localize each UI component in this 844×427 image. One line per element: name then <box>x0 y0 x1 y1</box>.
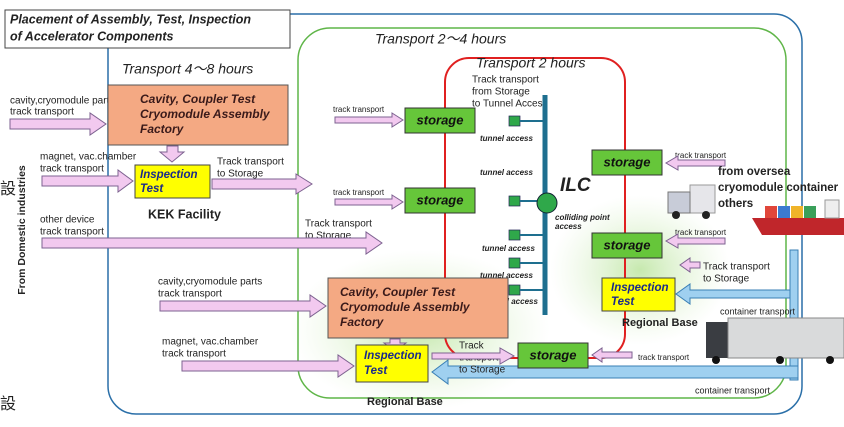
label: track transport <box>158 289 222 300</box>
label: Track transport <box>217 157 284 168</box>
arrow <box>335 113 403 127</box>
storage-label: storage <box>417 112 464 127</box>
arrow <box>592 348 632 362</box>
region-label: Transport 4〜8 hours <box>122 61 253 77</box>
storage-label: storage <box>417 192 464 207</box>
label: track transport <box>40 227 104 238</box>
label: to Storage <box>703 274 750 285</box>
diagram: Placement of Assembly, Test, Inspection … <box>0 0 844 427</box>
label: Track <box>459 341 485 352</box>
storage-label: storage <box>604 237 651 252</box>
label: magnet, vac.chamber <box>162 337 259 348</box>
label: container transport <box>695 385 771 395</box>
inspection-label: Test <box>611 296 635 308</box>
note: Track transport <box>472 75 539 86</box>
side-mark: 設 <box>0 395 16 413</box>
factory-label: Cryomodule Assembly <box>340 300 471 314</box>
inspection-label: Test <box>364 365 388 377</box>
inspection-label: Inspection <box>140 169 198 181</box>
label: magnet, vac.chamber <box>40 152 137 163</box>
factory-label: Cavity, Coupler Test <box>340 285 456 299</box>
tunnel-label: tunnel access <box>480 168 533 177</box>
note: from Storage <box>472 87 530 98</box>
base-label: Regional Base <box>622 317 698 329</box>
note: to Tunnel Access <box>472 99 548 110</box>
track-label: track transport <box>675 151 727 160</box>
oversea-label: cryomodule container <box>718 182 839 194</box>
factory-label: Cryomodule Assembly <box>140 107 271 121</box>
title: Placement of Assembly, Test, Inspection <box>10 12 251 26</box>
label: track transport <box>162 349 226 360</box>
label: cavity,cryomodule parts <box>158 277 262 288</box>
arrow <box>160 146 184 162</box>
inspection-label: Inspection <box>611 282 669 294</box>
oversea-label: others <box>718 198 753 210</box>
track-label: track transport <box>333 105 385 114</box>
region-label: Transport 2〜4 hours <box>375 31 506 47</box>
track-label: track transport <box>638 353 690 362</box>
oversea-label: from oversea <box>718 166 791 178</box>
tunnel-label: tunnel access <box>482 244 535 253</box>
factory-label: Factory <box>140 122 185 136</box>
label: cavity,cryomodule parts <box>10 96 114 107</box>
label: to Storage <box>459 365 506 376</box>
label: track transport <box>40 164 104 175</box>
label: Track transport <box>703 262 770 273</box>
factory-label: Cavity, Coupler Test <box>140 92 256 106</box>
tunnel-label: tunnel access <box>480 134 533 143</box>
side-mark: 設 <box>0 180 16 198</box>
ilc-point <box>537 193 557 213</box>
base-label: Regional Base <box>367 396 443 408</box>
ship-icon <box>752 200 844 235</box>
track-label: track transport <box>675 228 727 237</box>
title: of Accelerator Components <box>10 29 174 43</box>
container-truck-icon <box>706 318 844 364</box>
label: Track transport <box>305 219 372 230</box>
side-label: From Domestic industries <box>16 165 28 295</box>
label: to Storage <box>217 169 264 180</box>
label: colliding point <box>555 213 610 222</box>
region-label: Transport 2 hours <box>476 55 585 71</box>
factory-label: Factory <box>340 315 385 329</box>
label: container transport <box>720 306 796 316</box>
track-label: track transport <box>333 188 385 197</box>
label: access <box>555 222 582 231</box>
storage-label: storage <box>530 347 577 362</box>
label: track transport <box>10 107 74 118</box>
label: other device <box>40 215 95 226</box>
storage-label: storage <box>604 154 651 169</box>
inspection-label: Test <box>140 183 164 195</box>
inspection-label: Inspection <box>364 350 422 362</box>
facility-label: KEK Facility <box>148 207 221 221</box>
ilc-label: ILC <box>560 175 591 196</box>
